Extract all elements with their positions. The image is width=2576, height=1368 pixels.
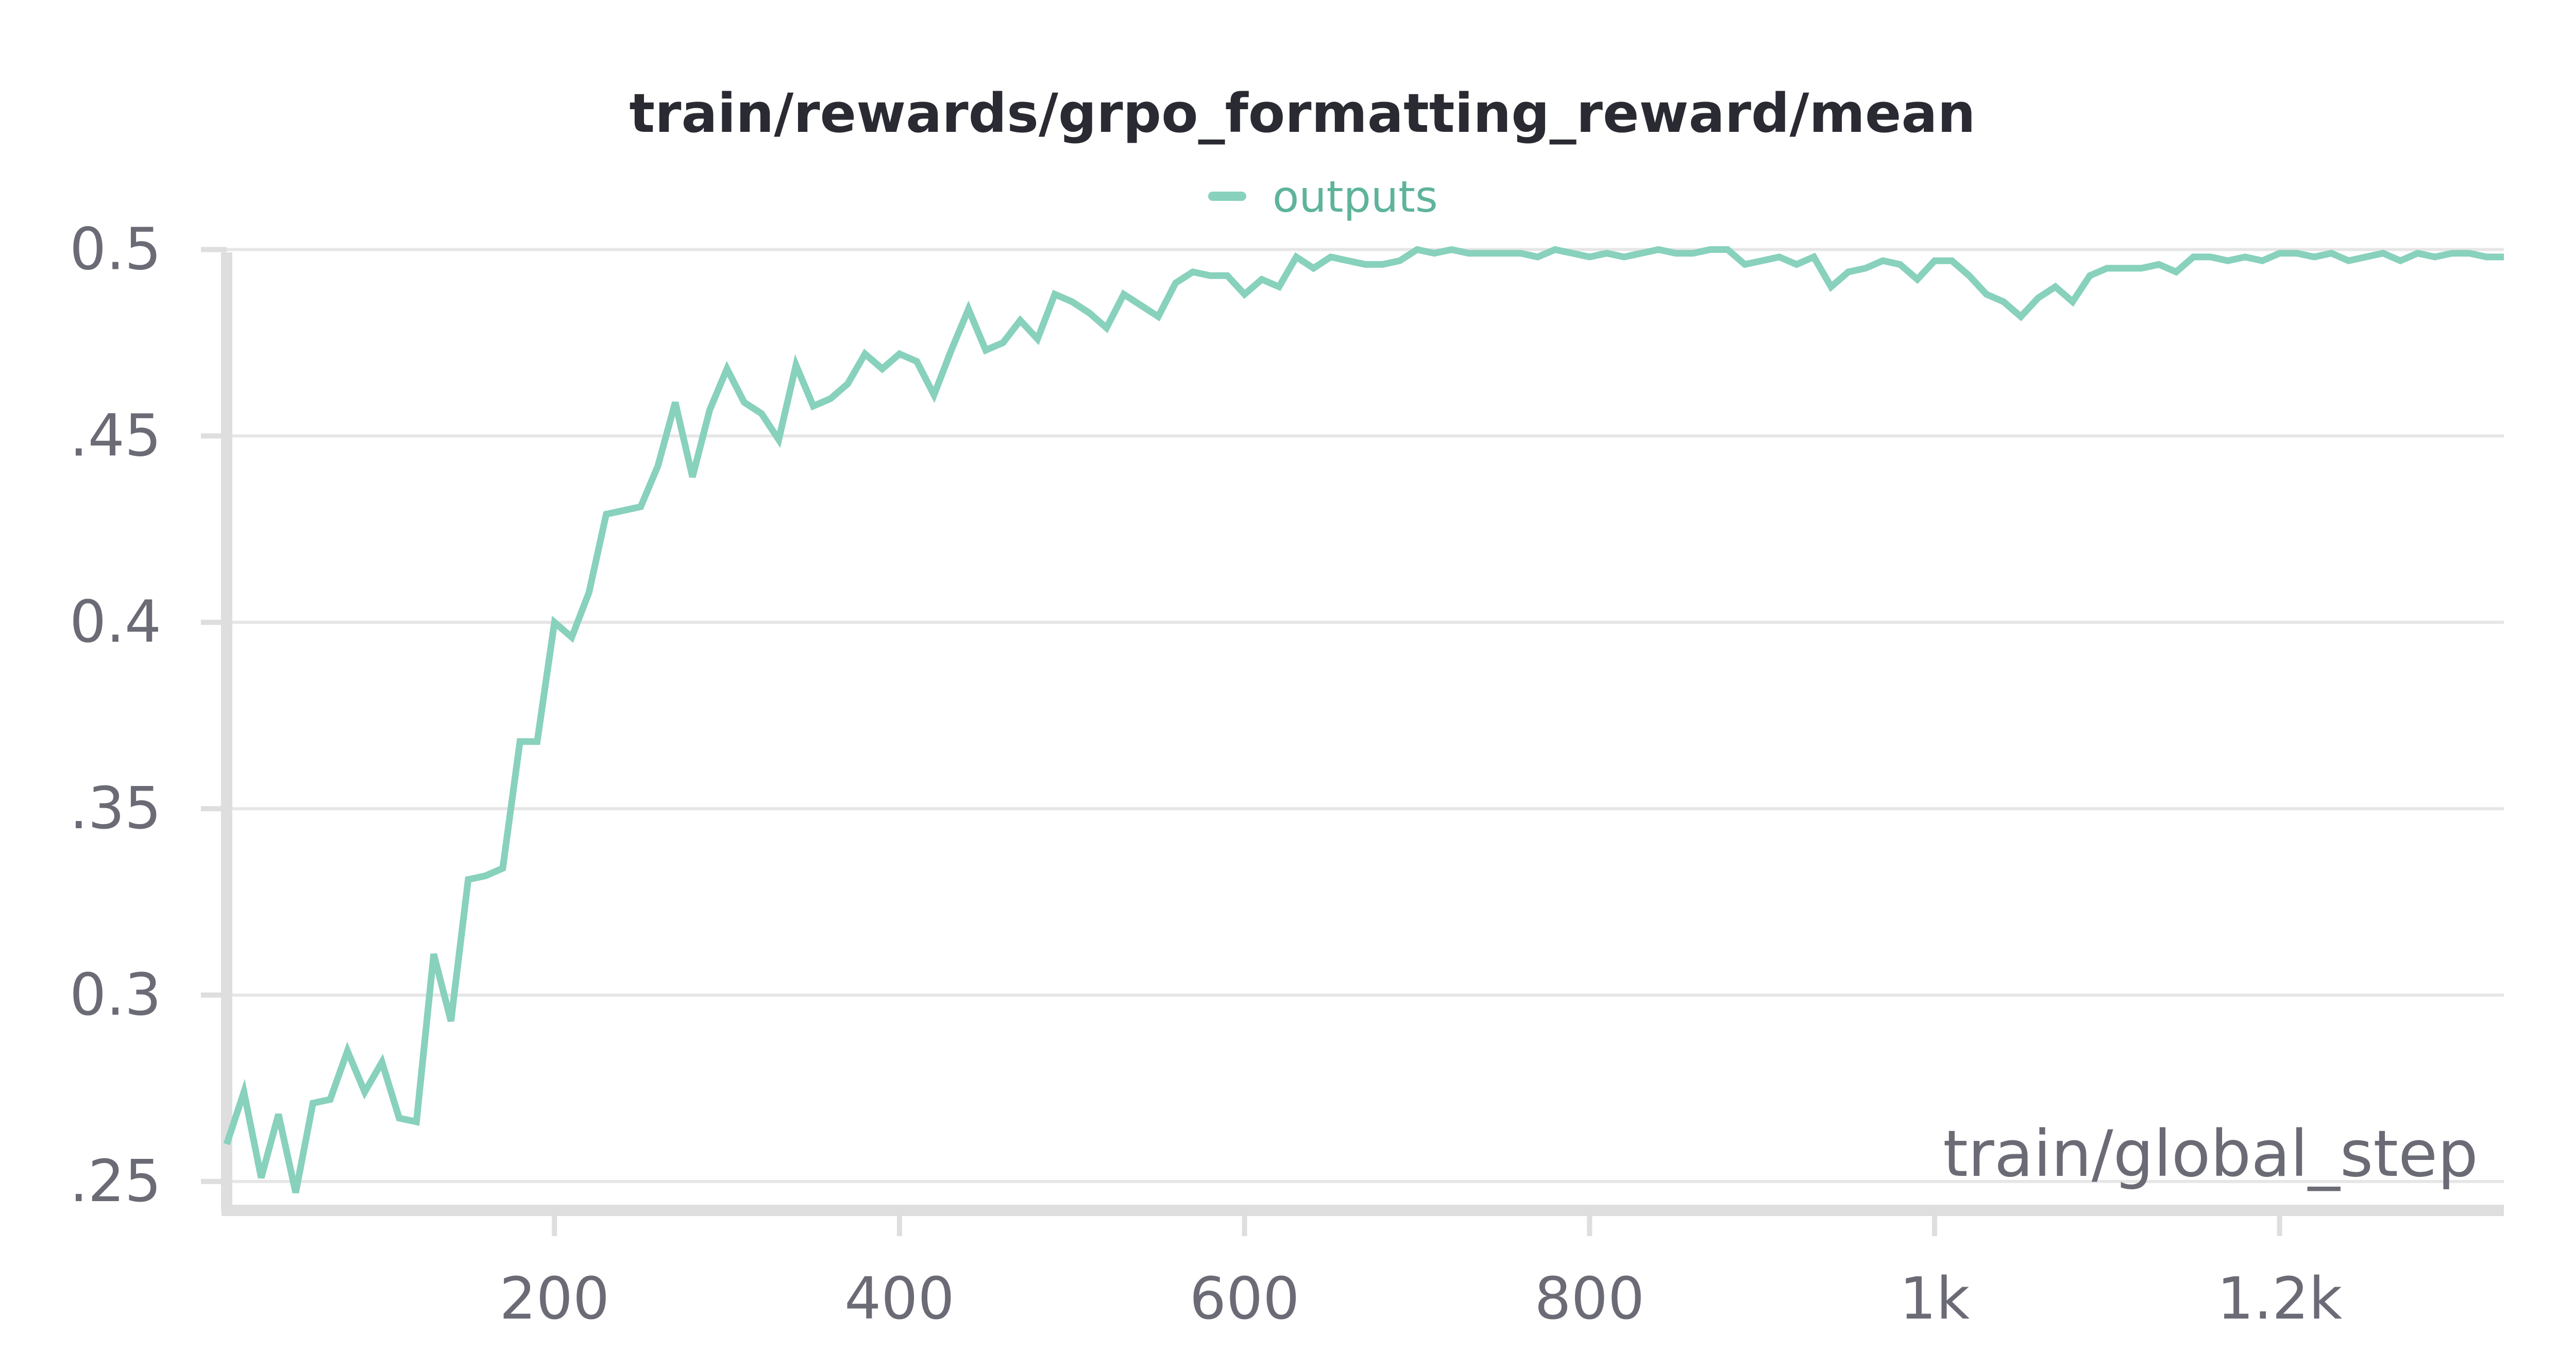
legend-swatch-outputs bbox=[1208, 192, 1246, 201]
axes bbox=[221, 252, 2504, 1216]
x-tick-label: 200 bbox=[499, 1266, 609, 1332]
x-tick-label: 600 bbox=[1190, 1266, 1300, 1332]
y-tick-label: .35 bbox=[70, 775, 161, 842]
legend-label-outputs: outputs bbox=[1273, 172, 1438, 222]
y-tick-label: 0.5 bbox=[70, 216, 161, 283]
y-tick-label: .45 bbox=[70, 402, 161, 469]
legend[interactable]: outputs bbox=[1208, 172, 1438, 222]
x-tick-label: 1.2k bbox=[2217, 1266, 2342, 1332]
x-tick-label: 800 bbox=[1534, 1266, 1645, 1332]
series-line-outputs bbox=[223, 246, 2504, 1193]
gridlines bbox=[227, 248, 2504, 1183]
y-tick-label: 0.3 bbox=[70, 962, 161, 1029]
y-tick-label: 0.4 bbox=[70, 589, 161, 656]
plot-area[interactable] bbox=[223, 246, 2504, 1193]
chart-title: train/rewards/grpo_formatting_reward/mea… bbox=[629, 82, 1975, 145]
x-axis-ticks: 200 400 600 800 1k 1.2k bbox=[499, 1210, 2342, 1332]
y-tick-label: .25 bbox=[70, 1148, 161, 1215]
x-tick-label: 400 bbox=[844, 1266, 955, 1332]
x-axis-title: train/global_step bbox=[1943, 1117, 2478, 1191]
x-tick-label: 1k bbox=[1900, 1266, 1970, 1332]
y-axis-ticks: .25 0.3 .35 0.4 .45 0.5 bbox=[70, 216, 227, 1215]
